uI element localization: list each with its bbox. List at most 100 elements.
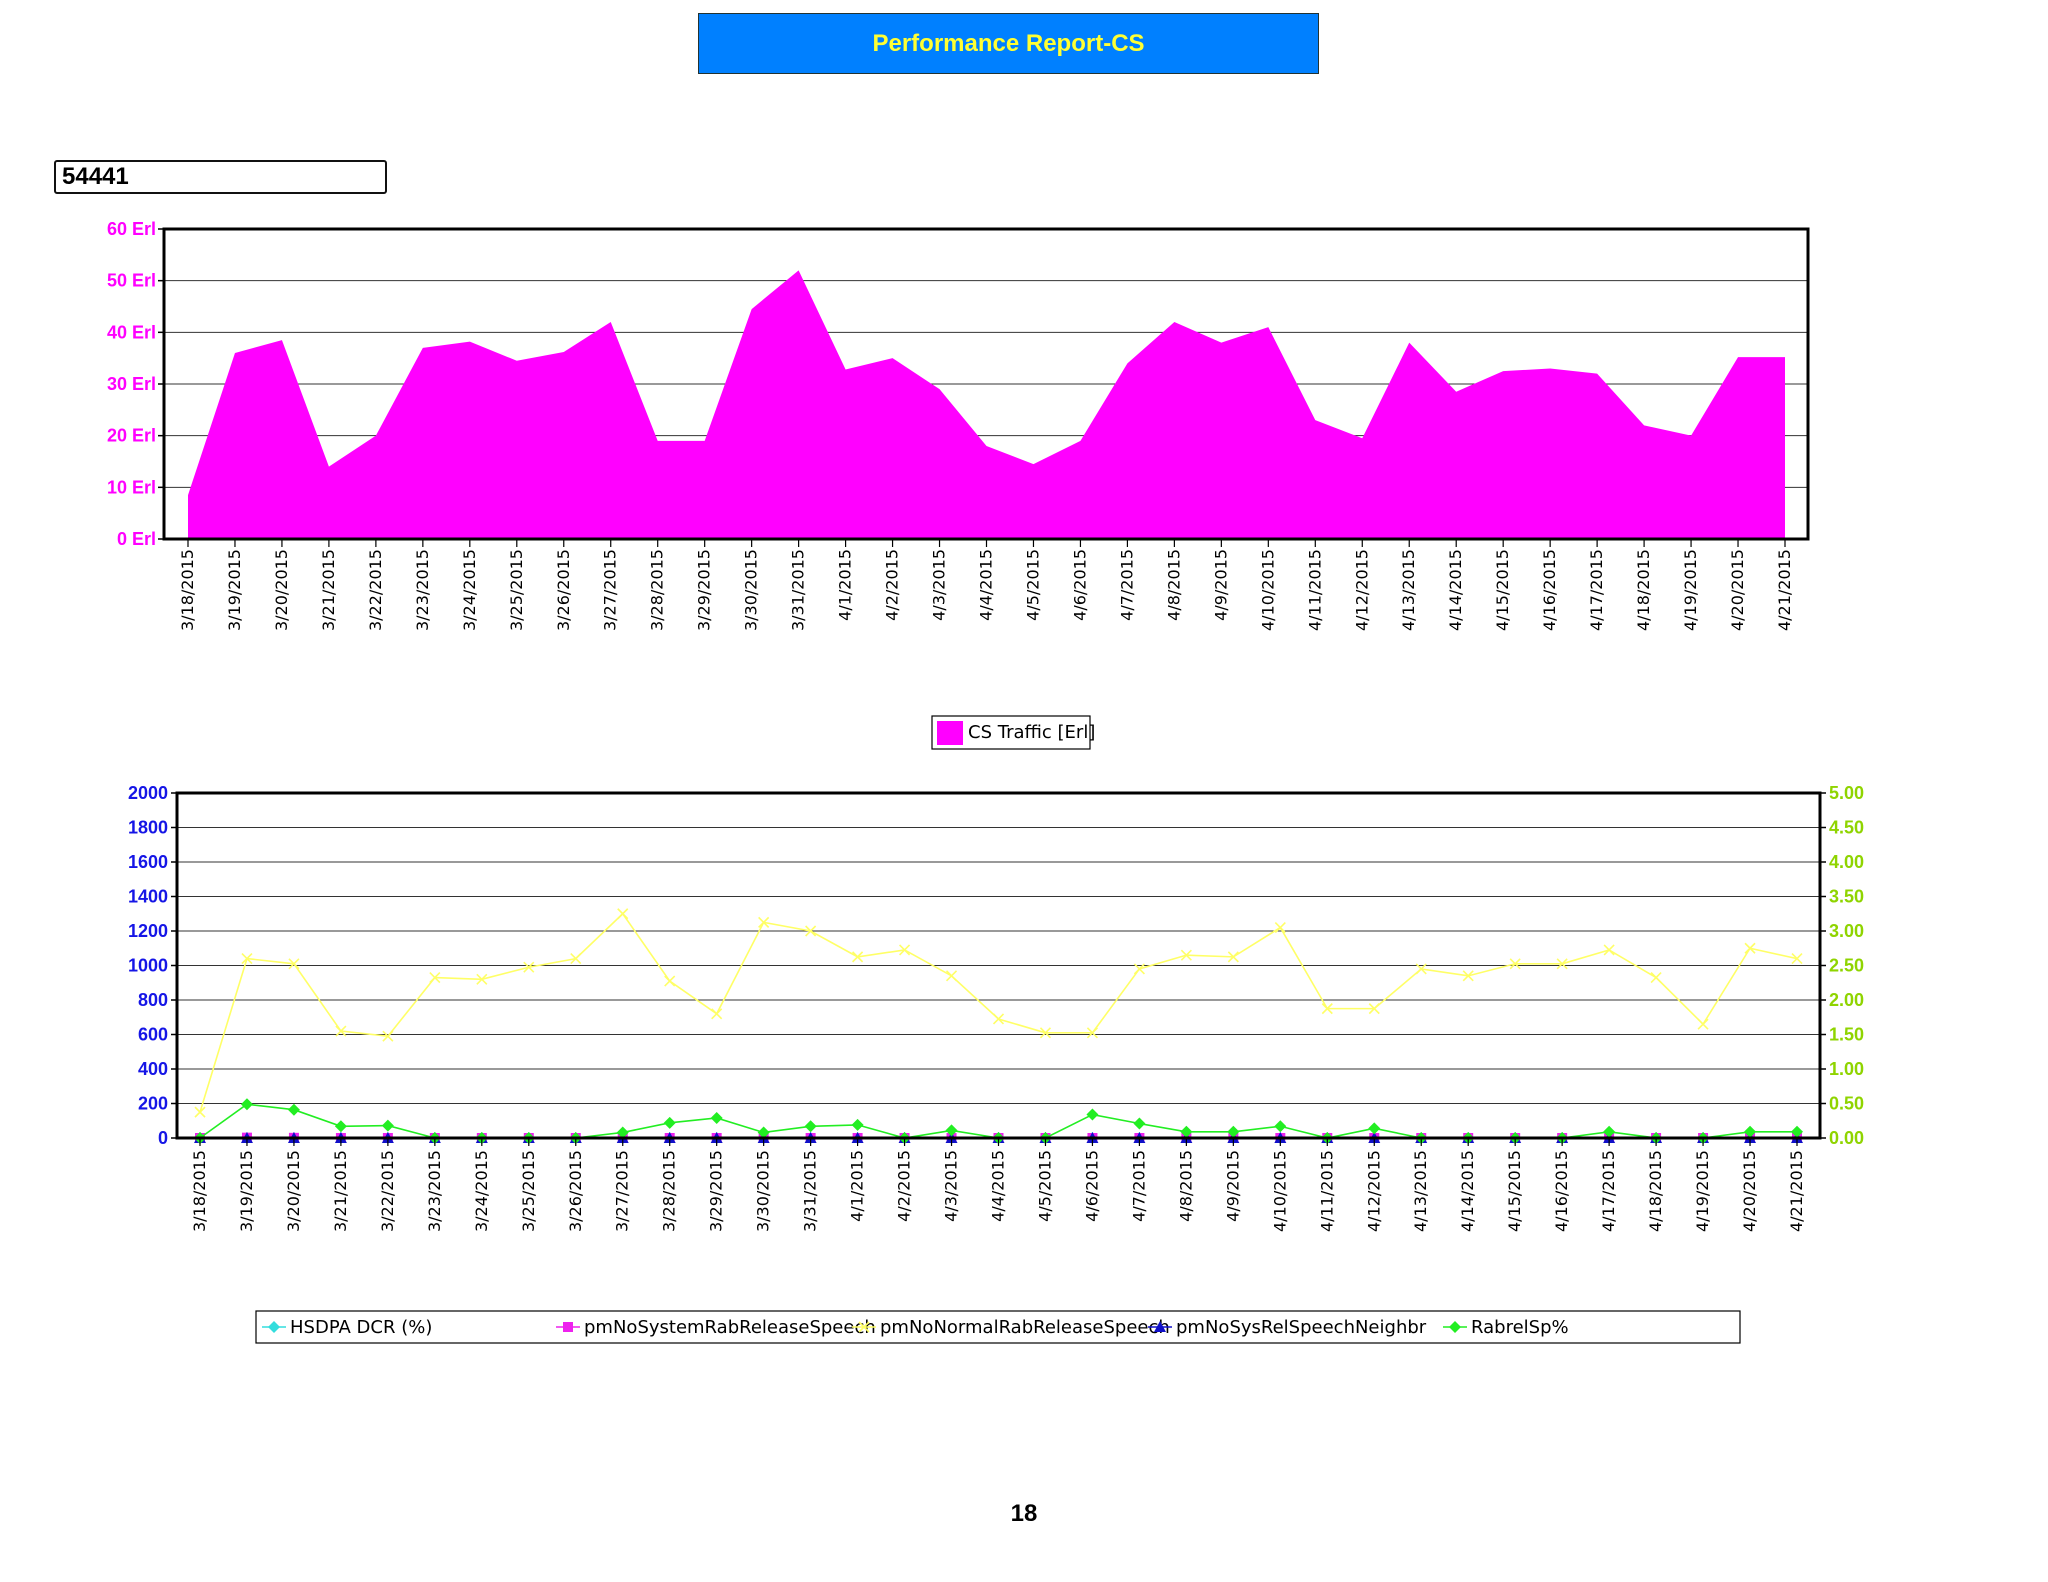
y-left-tick-label: 2000 <box>128 783 168 803</box>
x-tick-label: 3/23/2015 <box>413 549 432 631</box>
data-point <box>664 975 676 987</box>
data-point <box>1603 944 1615 956</box>
x-tick-label: 4/9/2015 <box>1211 549 1230 621</box>
legend-label-rabrelsp: RabrelSp% <box>1471 1317 1569 1338</box>
data-point <box>1650 972 1662 984</box>
x-tick-label: 3/31/2015 <box>789 549 808 631</box>
legend-box <box>255 1310 1741 1344</box>
x-tick-label: 3/27/2015 <box>613 1150 632 1232</box>
x-tick-label: 4/15/2015 <box>1493 549 1512 631</box>
y-left-tick-label: 400 <box>138 1059 168 1079</box>
y-right-tick-label: 5.00 <box>1829 783 1864 803</box>
legend-label-pmnonormalrabreleasespeech: pmNoNormalRabReleaseSpeech <box>880 1317 1170 1338</box>
x-tick-label: 4/8/2015 <box>1176 1150 1195 1222</box>
data-point <box>1697 1018 1709 1030</box>
y-tick-label: 60 Erl <box>107 219 156 239</box>
cell-id-box: 54441 <box>54 160 387 194</box>
data-point <box>240 1098 253 1111</box>
data-point <box>287 1103 300 1116</box>
x-tick-label: 4/17/2015 <box>1587 549 1606 631</box>
x-tick-label: 3/24/2015 <box>460 549 479 631</box>
data-point <box>1227 1125 1240 1138</box>
data-point <box>1415 963 1427 975</box>
data-point <box>523 961 535 973</box>
x-tick-label: 4/4/2015 <box>989 1150 1008 1222</box>
x-tick-label: 4/2/2015 <box>895 1150 914 1222</box>
x-tick-label: 3/19/2015 <box>237 1150 256 1232</box>
data-point <box>663 1116 676 1129</box>
y-right-tick-label: 3.00 <box>1829 921 1864 941</box>
data-point <box>758 916 770 928</box>
y-right-tick-label: 2.00 <box>1829 990 1864 1010</box>
y-right-tick-label: 3.50 <box>1829 887 1864 907</box>
series-line <box>199 912 1798 1113</box>
x-tick-label: 3/28/2015 <box>648 549 667 631</box>
x-tick-label: 3/28/2015 <box>660 1150 679 1232</box>
data-point <box>382 1030 394 1042</box>
x-tick-label: 3/31/2015 <box>801 1150 820 1232</box>
data-point <box>1274 921 1286 934</box>
legend-marker-pmnonormalrabreleasespeech <box>858 1321 870 1333</box>
x-tick-label: 3/26/2015 <box>566 1150 585 1232</box>
y-tick-label: 10 Erl <box>107 477 156 497</box>
data-point <box>616 1126 629 1139</box>
x-tick-label: 3/18/2015 <box>178 549 197 631</box>
x-tick-label: 4/13/2015 <box>1399 549 1418 631</box>
y-left-tick-label: 200 <box>138 1094 168 1114</box>
x-tick-label: 3/20/2015 <box>284 1150 303 1232</box>
x-tick-label: 3/22/2015 <box>366 549 385 631</box>
x-tick-label: 4/6/2015 <box>1070 549 1089 621</box>
y-left-tick-label: 800 <box>138 990 168 1010</box>
x-tick-label: 3/26/2015 <box>554 549 573 631</box>
x-tick-label: 3/24/2015 <box>472 1150 491 1232</box>
data-point <box>335 1025 347 1037</box>
x-tick-label: 3/29/2015 <box>695 549 714 631</box>
data-point <box>852 951 864 963</box>
legend-marker-pmnosysrelspeechneighbr <box>1154 1321 1166 1332</box>
y-left-tick-label: 1400 <box>128 887 168 907</box>
legend-label-pmnosystemrabreleasespeech: pmNoSystemRabReleaseSpeech <box>584 1317 876 1338</box>
y-right-tick-label: 4.00 <box>1829 852 1864 872</box>
y-left-tick-label: 600 <box>138 1025 168 1045</box>
x-tick-label: 4/4/2015 <box>977 549 996 621</box>
y-tick-label: 0 Erl <box>117 529 156 549</box>
x-tick-label: 3/18/2015 <box>190 1150 209 1232</box>
data-point <box>805 925 817 937</box>
x-tick-label: 4/1/2015 <box>836 549 855 621</box>
x-tick-label: 4/11/2015 <box>1305 549 1324 631</box>
data-point <box>1180 949 1192 961</box>
data-point <box>804 1120 817 1133</box>
y-left-tick-label: 1600 <box>128 852 168 872</box>
legend-marker-hsdpa-dcr <box>268 1321 280 1333</box>
x-tick-label: 4/7/2015 <box>1117 549 1136 621</box>
data-point <box>1368 1003 1380 1015</box>
data-point <box>429 972 441 984</box>
x-tick-label: 4/12/2015 <box>1352 549 1371 631</box>
x-tick-label: 4/20/2015 <box>1740 1150 1759 1232</box>
data-point <box>711 1008 723 1020</box>
y-right-tick-label: 1.00 <box>1829 1059 1864 1079</box>
x-tick-label: 3/25/2015 <box>507 549 526 631</box>
x-tick-label: 4/19/2015 <box>1693 1150 1712 1232</box>
report-title: Performance Report-CS <box>698 13 1319 74</box>
y-tick-label: 50 Erl <box>107 271 156 291</box>
page-number: 18 <box>1010 1500 1038 1527</box>
data-point <box>241 953 253 965</box>
y-left-tick-label: 1200 <box>128 921 168 941</box>
x-tick-label: 4/15/2015 <box>1505 1150 1524 1232</box>
data-point <box>757 1126 770 1139</box>
data-point <box>945 970 958 982</box>
data-point <box>1039 1027 1052 1039</box>
legend-label-hsdpa-dcr: HSDPA DCR (%) <box>290 1317 432 1338</box>
x-tick-label: 4/5/2015 <box>1035 1150 1054 1222</box>
x-tick-label: 4/11/2015 <box>1317 1150 1336 1232</box>
series-cs-traffic <box>188 270 1785 539</box>
x-tick-label: 3/21/2015 <box>319 549 338 631</box>
x-tick-label: 4/20/2015 <box>1728 549 1747 631</box>
x-tick-label: 4/2/2015 <box>883 549 902 621</box>
x-tick-label: 3/20/2015 <box>272 549 291 631</box>
legend-label-pmnosysrelspeechneighbr: pmNoSysRelSpeechNeighbr <box>1176 1317 1427 1338</box>
x-tick-label: 4/3/2015 <box>942 1150 961 1222</box>
y-tick-label: 30 Erl <box>107 374 156 394</box>
